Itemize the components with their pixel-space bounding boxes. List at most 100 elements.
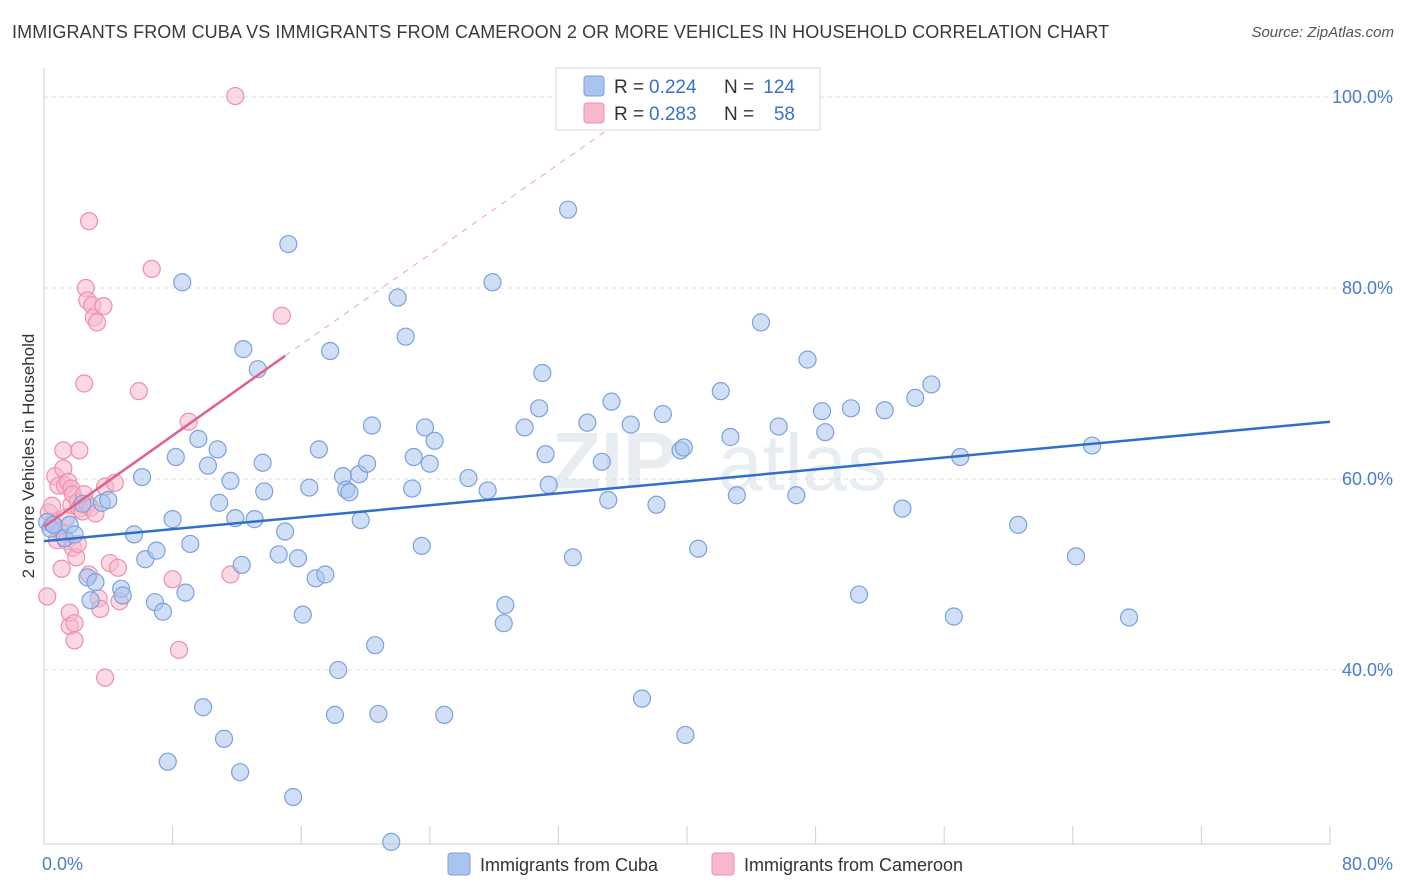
legend-r-value-cameroon: 0.283 [649, 104, 697, 125]
trend-lines [43, 129, 1331, 543]
bottom-legend-label-cuba: Immigrants from Cuba [480, 855, 659, 875]
cuba-point [309, 440, 328, 459]
cuba-point [214, 729, 234, 748]
cuba-point [599, 490, 618, 510]
cameroon-point [142, 259, 161, 278]
legend-n-value-cuba: 124 [763, 77, 795, 98]
cameroon-point [129, 382, 148, 401]
cuba-point [300, 478, 319, 497]
cuba-point [316, 565, 335, 584]
cuba-point [234, 340, 253, 359]
cuba-point [849, 585, 869, 604]
cuba-point [751, 313, 771, 332]
cuba-point [163, 510, 182, 529]
bottom-legend-label-cameroon: Immigrants from Cameroon [744, 855, 963, 875]
x-tick-label-min: 0.0% [42, 854, 83, 874]
cuba-point [558, 200, 578, 219]
cuba-point [231, 763, 250, 782]
cuba-point [536, 445, 555, 464]
cuba-point [515, 418, 534, 437]
cuba-point [388, 288, 407, 307]
legend-n-label-cuba: N = [724, 77, 754, 98]
cuba-point [351, 510, 370, 530]
cuba-point [812, 402, 832, 421]
x-tick-label-max: 80.0% [1342, 854, 1393, 874]
cameroon-point [38, 587, 57, 606]
legend-r-label-cuba: R = [614, 77, 644, 98]
cameroon-point [108, 558, 128, 577]
cuba-point [578, 413, 597, 432]
cuba-point [366, 636, 385, 655]
cuba-point [382, 832, 401, 852]
cameroon-point [42, 496, 62, 515]
cuba-point [81, 591, 100, 610]
watermark-zip: ZIP [552, 416, 676, 505]
cameroon-point [70, 441, 89, 460]
cuba-point [208, 440, 227, 459]
cuba-point [166, 447, 185, 467]
cuba-point [415, 418, 435, 437]
cameroon-point [65, 614, 84, 633]
cuba-point [369, 704, 388, 724]
cuba-point [483, 273, 502, 292]
cameroon-point [169, 640, 189, 660]
y-tick-label-80: 80.0% [1342, 278, 1393, 298]
cuba-point [221, 471, 240, 491]
cuba-point [769, 417, 788, 436]
cuba-point [530, 399, 549, 418]
cuba-point [539, 475, 558, 494]
cuba-point [269, 545, 288, 564]
series-cameroon-points [38, 86, 292, 687]
cuba-point [181, 534, 200, 554]
bottom-legend-swatch-cuba [447, 852, 471, 876]
cuba-point [711, 382, 730, 401]
legend-n-value-cameroon: 58 [774, 104, 795, 125]
cuba-point [841, 399, 861, 418]
cuba-point [198, 456, 218, 475]
cuba-point [132, 467, 152, 487]
legend-swatch-cuba [583, 75, 605, 97]
cuba-point [284, 787, 303, 807]
cameroon-point [65, 631, 84, 650]
cuba-point [73, 494, 92, 513]
cuba-point [412, 536, 431, 555]
cuba-point [647, 495, 666, 514]
cameroon-point [272, 306, 292, 325]
cuba-point [906, 388, 925, 407]
cameroon-point [52, 559, 71, 578]
cuba-point [158, 752, 177, 771]
cuba-point [676, 725, 695, 745]
cuba-point [288, 549, 308, 568]
x-tick-marks [172, 826, 1331, 844]
y-tick-label-60: 60.0% [1342, 469, 1393, 489]
cuba-point [721, 427, 740, 447]
y-tick-label-100: 100.0% [1332, 87, 1393, 107]
cuba-trend-line [43, 420, 1331, 543]
cuba-point [255, 482, 274, 501]
cuba-point [293, 605, 312, 624]
cameroon-point [54, 441, 73, 460]
y-axis-label: 2 or more Vehicles in Household [19, 334, 38, 579]
cuba-point [189, 429, 208, 448]
cuba-point [340, 483, 359, 502]
cuba-point [1009, 515, 1028, 534]
cuba-point [321, 341, 340, 361]
cuba-point [403, 479, 422, 498]
cameroon-point [94, 297, 113, 316]
cuba-point [435, 705, 454, 724]
cuba-point [787, 486, 806, 505]
legend-n-label-cameroon: N = [724, 104, 754, 125]
cameroon-point [79, 212, 99, 231]
cuba-point [153, 602, 173, 621]
cuba-point [563, 548, 582, 567]
cuba-point [727, 486, 746, 505]
cuba-point [621, 415, 640, 434]
cuba-point [533, 363, 552, 383]
cuba-point [210, 493, 229, 512]
cuba-point [396, 327, 415, 346]
cuba-point [113, 586, 132, 605]
cameroon-trend-line [43, 354, 286, 528]
cuba-point [232, 555, 251, 575]
cuba-point [420, 454, 439, 473]
